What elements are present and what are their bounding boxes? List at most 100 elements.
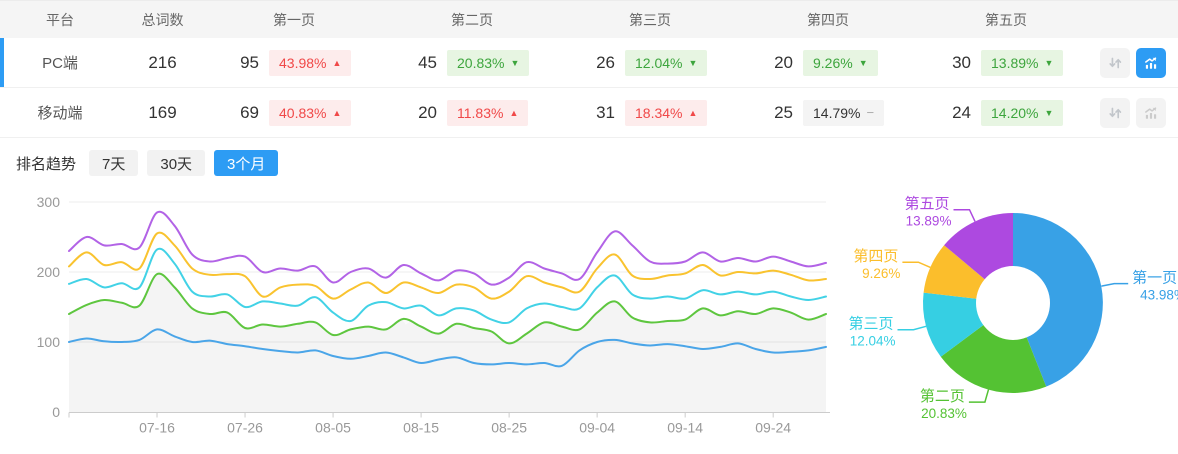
trend-up-icon: ▲ (688, 107, 698, 118)
page1-trend-badge: 43.98% ▲ (269, 49, 352, 76)
platform-label: 移动端 (37, 105, 83, 122)
page4-cell: 25 14.79% − (739, 99, 917, 126)
sort-arrows-icon (1109, 57, 1122, 68)
svg-text:13.89%: 13.89% (906, 214, 952, 229)
trend-down-icon: ▼ (858, 57, 868, 68)
tab-30days[interactable]: 30天 (147, 150, 206, 176)
trend-up-icon: ▲ (509, 107, 519, 118)
trend-up-icon: ▲ (332, 107, 342, 118)
page4-count: 20 (774, 52, 793, 72)
page2-count: 45 (418, 52, 437, 72)
tab-3months[interactable]: 3个月 (214, 150, 279, 176)
trend-chart-button[interactable] (1136, 97, 1166, 128)
page1-count: 69 (240, 102, 259, 122)
y-axis-label: 0 (52, 404, 60, 420)
trend-up-icon: ▲ (332, 57, 342, 68)
page3-count: 26 (596, 52, 615, 72)
page5-trend-badge: 13.89% ▼ (981, 49, 1064, 76)
x-axis-label: 08-25 (491, 420, 527, 436)
page3-cell: 26 12.04% ▼ (561, 49, 739, 76)
page2-trend-badge: 11.83% ▲ (447, 99, 529, 126)
sort-arrows-button[interactable] (1100, 97, 1130, 128)
area-fill (69, 273, 826, 413)
trend-chart-button[interactable] (1136, 47, 1166, 78)
svg-text:第四页: 第四页 (853, 247, 898, 265)
page5-cell: 24 14.20% ▼ (917, 99, 1095, 126)
svg-text:20.83%: 20.83% (921, 406, 967, 421)
header-page-2: 第二页 (451, 11, 493, 28)
label-leader-line (1101, 282, 1129, 287)
header-total-words: 总词数 (141, 11, 184, 28)
svg-text:第三页: 第三页 (848, 315, 893, 333)
svg-text:第五页: 第五页 (904, 195, 949, 213)
header-page-3: 第三页 (629, 11, 671, 28)
y-axis-label: 300 (37, 194, 61, 210)
page2-cell: 20 11.83% ▲ (383, 99, 561, 126)
x-axis-label: 08-15 (403, 420, 439, 436)
svg-text:第一页: 第一页 (1132, 269, 1177, 287)
sort-arrows-icon (1109, 107, 1122, 118)
line-series-4 (68, 231, 827, 300)
trend-down-icon: ▼ (1044, 57, 1054, 68)
tab-7days[interactable]: 7天 (89, 150, 139, 176)
table-row-pc[interactable]: PC端 216 95 43.98% ▲ 45 20.83% ▼ 26 12.04% ▼… (0, 38, 1178, 88)
line-series-5 (68, 210, 827, 286)
page5-count: 24 (952, 102, 971, 122)
trend-flat-icon: − (866, 105, 875, 120)
x-axis-label: 09-04 (579, 420, 615, 436)
trend-section-title: 排名趋势 (16, 155, 77, 173)
page1-trend-badge: 40.83% ▲ (269, 99, 352, 126)
x-axis-label: 07-26 (227, 420, 263, 436)
page3-trend-badge: 12.04% ▼ (625, 49, 708, 76)
line-series-2 (68, 272, 827, 345)
row-actions (1095, 47, 1178, 78)
svg-text:9.26%: 9.26% (862, 266, 900, 281)
trend-down-icon: ▼ (688, 57, 698, 68)
page4-count: 25 (774, 102, 793, 122)
label-leader-line (902, 261, 931, 269)
page5-count: 30 (952, 52, 971, 72)
header-platform: 平台 (46, 11, 74, 28)
sort-arrows-button[interactable] (1100, 47, 1130, 78)
trend-section-bar: 排名趋势 7天 30天 3个月 (16, 150, 279, 176)
page4-cell: 20 9.26% ▼ (739, 49, 917, 76)
y-axis-label: 100 (37, 334, 61, 350)
pie-slice-第一页[interactable] (1013, 213, 1103, 387)
trend-down-icon: ▼ (510, 57, 520, 68)
svg-text:第二页: 第二页 (920, 387, 965, 405)
line-series-3 (68, 247, 827, 325)
page5-trend-badge: 14.20% ▼ (981, 99, 1064, 126)
page1-cell: 95 43.98% ▲ (205, 49, 383, 76)
page3-cell: 31 18.34% ▲ (561, 99, 739, 126)
header-page-5: 第五页 (985, 11, 1027, 28)
trend-chart-icon (1145, 56, 1157, 69)
y-axis-label: 200 (37, 264, 61, 280)
label-leader-line (953, 208, 976, 222)
page3-trend-badge: 18.34% ▲ (625, 99, 708, 126)
x-axis-label: 09-14 (667, 420, 703, 436)
page3-count: 31 (596, 102, 615, 122)
x-axis-label: 09-24 (755, 420, 791, 436)
page2-trend-badge: 20.83% ▼ (447, 49, 530, 76)
svg-text:43.98%: 43.98% (1140, 288, 1178, 303)
page1-count: 95 (240, 52, 259, 72)
donut-hole (976, 266, 1050, 340)
total-words-value: 169 (148, 102, 177, 122)
ranking-table: 平台 总词数 第一页 第二页 第三页 第四页 第五页 PC端 216 95 43… (0, 1, 1178, 138)
total-words-value: 216 (148, 52, 177, 72)
label-leader-line (897, 325, 927, 331)
page4-trend-badge: 9.26% ▼ (803, 49, 878, 76)
page2-count: 20 (418, 102, 437, 122)
header-page-1: 第一页 (273, 11, 315, 28)
page4-trend-badge: 14.79% − (803, 99, 885, 126)
svg-text:12.04%: 12.04% (850, 334, 896, 349)
table-row-mobile[interactable]: 移动端 169 69 40.83% ▲ 20 11.83% ▲ 31 18.34% ▲… (0, 88, 1178, 138)
line-series-1 (68, 328, 827, 368)
